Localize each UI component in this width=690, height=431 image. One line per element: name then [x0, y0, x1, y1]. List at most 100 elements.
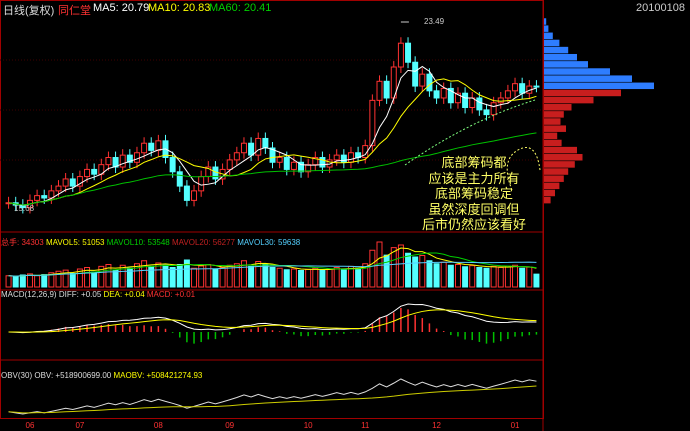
chip-bar	[544, 68, 610, 75]
volume-bar	[526, 266, 533, 288]
volume-bar	[476, 267, 483, 288]
volume-bar	[240, 260, 247, 288]
candle	[41, 195, 48, 199]
volume-bar	[319, 269, 326, 288]
candle	[262, 137, 269, 149]
chip-bar	[544, 118, 561, 125]
high-price-label: 23.49	[424, 17, 445, 26]
macd-header: MACD(12,26,9) DIFF: +0.05 DEA: +0.04 MAC…	[1, 290, 195, 299]
candle	[126, 154, 133, 163]
candle	[462, 92, 469, 108]
candle	[340, 154, 347, 163]
volume-bar	[55, 270, 62, 288]
x-tick-label: 10	[304, 421, 313, 430]
maobv-line	[8, 385, 537, 414]
volume-bar	[290, 268, 297, 288]
candle	[62, 178, 69, 187]
candle	[347, 152, 354, 163]
volume-bar	[390, 247, 397, 288]
annotation-line: 虽然深度回调但	[428, 201, 520, 217]
volume-bar	[119, 264, 126, 288]
obv-value: OBV: +518900699.00	[34, 371, 112, 380]
chip-bar	[544, 39, 560, 47]
volume-bar	[133, 263, 140, 288]
candle	[169, 157, 176, 173]
annotation-line: 后市仍然应该看好	[421, 217, 526, 232]
chip-bar	[544, 154, 583, 161]
x-tick-label: 07	[75, 421, 84, 430]
volume-bar	[355, 267, 362, 288]
volume-bar	[205, 264, 212, 288]
candle	[426, 73, 433, 92]
candle	[119, 154, 126, 168]
volume-header: 总手: 34303 MAVOL5: 51053 MAVOL10: 53548 M…	[1, 237, 300, 248]
candle	[476, 97, 483, 111]
volume-bar	[283, 269, 290, 288]
maobv-value: MAOBV: +508421274.93	[113, 371, 203, 380]
annotation-line: 底部筹码稳定	[434, 186, 513, 201]
ma5-value: MA5: 20.79	[93, 2, 150, 14]
volume-bar	[112, 269, 119, 288]
volume-bar	[490, 265, 497, 288]
x-tick-label: 12	[432, 421, 441, 430]
volume-bar	[5, 275, 12, 288]
volume-bar	[98, 265, 105, 288]
volume-bar	[91, 271, 98, 288]
candle	[105, 157, 112, 166]
volume-bar	[255, 261, 262, 288]
chip-bar	[544, 75, 632, 82]
volume-bar	[26, 273, 33, 288]
volume-bar	[41, 274, 48, 288]
candle	[497, 97, 504, 104]
x-tick-label: 06	[26, 421, 35, 430]
chip-bar	[544, 61, 588, 68]
obv-header: OBV(30) OBV: +518900699.00 MAOBV: +50842…	[1, 371, 202, 380]
volume-bar	[19, 274, 26, 288]
period-label[interactable]: 日线(复权)	[3, 5, 55, 17]
volume-bar	[69, 273, 76, 288]
volume-bar	[326, 268, 333, 288]
candle	[519, 83, 526, 94]
volume-bar	[447, 264, 454, 288]
candle	[440, 87, 447, 99]
chip-bar	[544, 168, 569, 175]
candle	[141, 142, 148, 154]
volume-bar	[176, 264, 183, 288]
candle	[233, 152, 240, 161]
candle	[183, 185, 190, 201]
candle	[490, 102, 497, 116]
candle	[383, 80, 390, 99]
chip-bar	[544, 89, 621, 97]
mavol20: MAVOL20: 56277	[171, 238, 235, 247]
x-tick-label: 11	[361, 421, 370, 430]
volume-bar	[269, 267, 276, 288]
candle	[34, 195, 41, 201]
candle	[447, 87, 454, 104]
chip-bar	[544, 18, 547, 25]
volume-bar	[462, 266, 469, 288]
x-tick-label: 09	[225, 421, 234, 430]
candle	[76, 176, 83, 187]
volume-bar	[312, 267, 319, 288]
annotation-line: 应该是主力所有	[428, 170, 520, 186]
volume-bar	[248, 265, 255, 288]
volume-bar	[397, 244, 404, 288]
volume-bar	[519, 267, 526, 288]
annotation-line: 底部筹码都	[441, 155, 507, 170]
volume-bar	[340, 269, 347, 288]
volume-bar	[169, 267, 176, 288]
candle	[298, 161, 305, 173]
chip-bar	[544, 132, 558, 140]
ma10-value: MA10: 20.83	[148, 2, 211, 14]
candle	[333, 154, 340, 161]
chip-bar	[544, 103, 572, 111]
chip-bar	[544, 25, 549, 32]
current-date: 20100108	[636, 2, 685, 14]
chip-bar	[544, 139, 562, 147]
candle	[91, 168, 98, 175]
chip-bar	[544, 32, 553, 40]
candle	[433, 90, 440, 99]
volume-bar	[141, 260, 148, 288]
candle	[191, 190, 198, 201]
